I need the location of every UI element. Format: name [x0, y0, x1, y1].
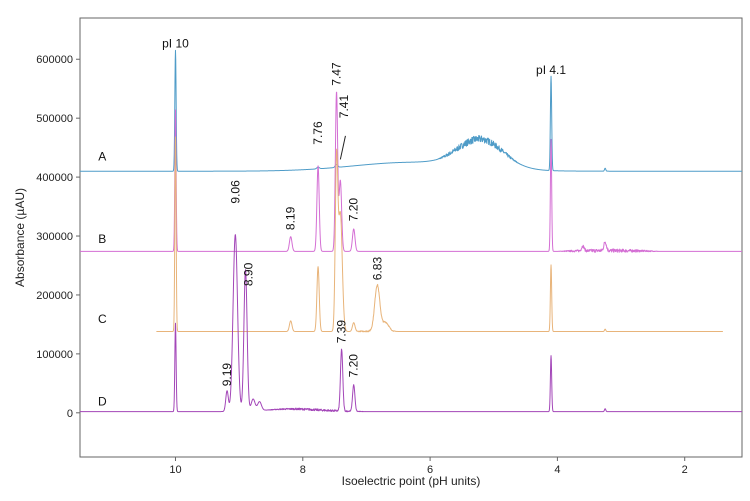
- y-tick-label: 600000: [36, 54, 73, 66]
- x-axis-title: Isoelectric point (pH units): [342, 474, 481, 488]
- series-line-b: [79, 91, 743, 253]
- peak-annotation: 7.20: [347, 198, 361, 222]
- x-tick-label: 4: [554, 464, 560, 476]
- trace-label: C: [98, 312, 107, 326]
- series-line-d: [79, 234, 743, 413]
- annotation-leader-line: [339, 135, 346, 160]
- x-tick-label: 8: [300, 464, 306, 476]
- x-tick-label: 2: [682, 464, 688, 476]
- series-line-a: [79, 49, 743, 172]
- peak-annotation: pI 10: [162, 36, 189, 50]
- trace-label: A: [98, 150, 106, 164]
- peak-annotation: 9.19: [220, 363, 234, 387]
- peak-annotation: pI 4.1: [536, 63, 566, 77]
- y-tick-label: 400000: [36, 172, 73, 184]
- y-tick-label: 500000: [36, 113, 73, 125]
- peak-annotation: 7.20: [347, 354, 361, 378]
- y-tick-label: 100000: [36, 349, 73, 361]
- peak-annotation: 7.76: [311, 121, 325, 145]
- series-traces: [79, 49, 743, 413]
- peak-annotation: 7.39: [335, 320, 349, 344]
- x-tick-label: 6: [427, 464, 433, 476]
- plot-frame: [79, 17, 743, 458]
- peak-annotation: 7.47: [330, 62, 344, 86]
- y-tick-label: 200000: [36, 290, 73, 302]
- annotations: A B C DpI 10 pI 4.1 7.47 7.76 7.41 9.06 8.19 7.20 8…: [98, 36, 566, 408]
- peak-annotation: 6.83: [370, 257, 384, 281]
- y-axis-title: Absorbance (µAU): [13, 188, 27, 287]
- peak-annotation: 9.06: [228, 180, 242, 204]
- y-tick-label: 300000: [36, 231, 73, 243]
- trace-label: B: [98, 232, 106, 246]
- peak-annotation: 8.90: [242, 262, 256, 286]
- peak-annotation: 7.41: [337, 95, 351, 119]
- trace-label: D: [98, 395, 107, 409]
- x-tick-label: 10: [169, 464, 181, 476]
- y-tick-label: 0: [67, 408, 73, 420]
- axis-ticks: 10 8 6 4 2 0 100000 200000 300000 400000 500000 600…: [36, 54, 687, 476]
- series-line-c: [156, 136, 724, 333]
- peak-annotation: 8.19: [284, 206, 298, 230]
